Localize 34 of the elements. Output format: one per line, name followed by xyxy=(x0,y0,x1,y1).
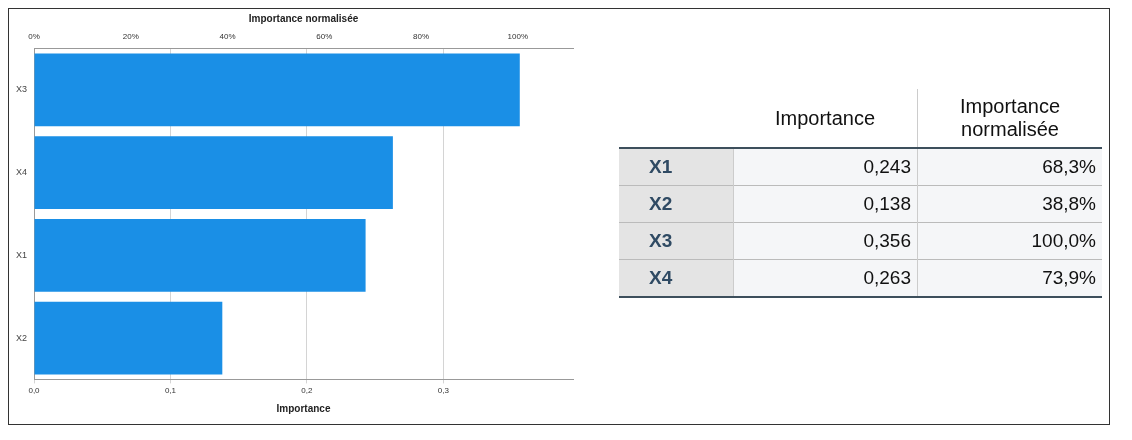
x-tick-label: 0,1 xyxy=(164,386,177,396)
bar xyxy=(34,136,393,210)
x2-tick-label: 20% xyxy=(122,32,139,41)
series-label: Importance xyxy=(733,89,918,148)
data-label: 100,0% xyxy=(917,222,1102,260)
x2-axis-title: Importance normalisée xyxy=(248,12,359,24)
data-label: 38,8% xyxy=(917,185,1102,223)
series-label: Importance normalisée xyxy=(917,89,1102,148)
data-label: 0,243 xyxy=(733,148,918,186)
x2-tick-label: 60% xyxy=(316,32,333,41)
x-tick-label: 0,2 xyxy=(301,386,314,396)
bar xyxy=(34,301,223,375)
x-tick-label: 0,3 xyxy=(437,386,450,396)
data-label: 0,263 xyxy=(733,259,918,297)
y-tick-label: X1 xyxy=(15,249,28,260)
category-label: X4 xyxy=(619,259,733,297)
bar xyxy=(34,218,366,292)
data-label: 0,138 xyxy=(733,185,918,223)
category-label: X2 xyxy=(619,185,733,223)
category-label: X3 xyxy=(619,222,733,260)
y-tick-label: X4 xyxy=(15,167,28,178)
data-label: 68,3% xyxy=(917,148,1102,186)
x-axis-title: Importance xyxy=(276,402,331,414)
x2-tick-label: 0% xyxy=(28,32,40,41)
data-label: 73,9% xyxy=(917,259,1102,297)
data-label: 0,356 xyxy=(733,222,918,260)
x2-tick-label: 100% xyxy=(507,32,529,41)
category-label: X1 xyxy=(619,148,733,186)
y-tick-label: X3 xyxy=(15,84,28,95)
x2-tick-label: 40% xyxy=(219,32,236,41)
y-tick-label: X2 xyxy=(15,332,28,343)
x2-tick-label: 80% xyxy=(413,32,430,41)
x-tick-label: 0,0 xyxy=(28,386,41,396)
bar xyxy=(34,53,520,127)
